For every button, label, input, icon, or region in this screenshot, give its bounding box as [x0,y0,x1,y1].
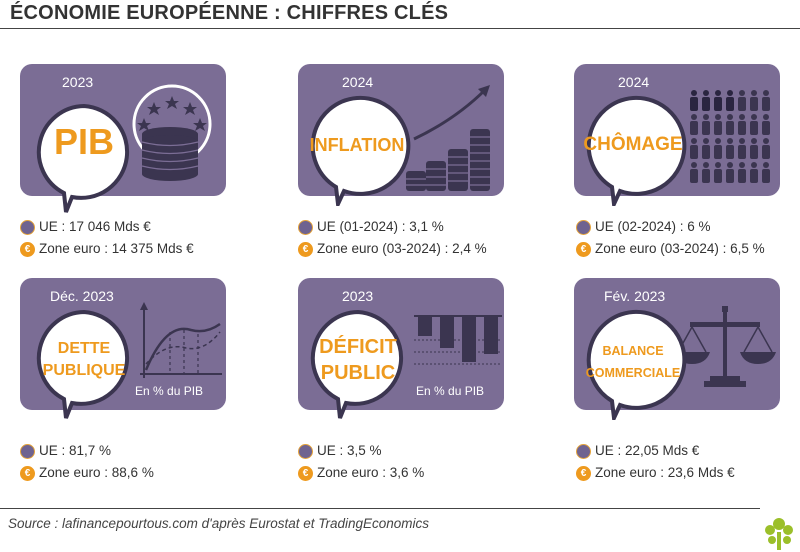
stat-ez: Zone euro (03-2024) : 2,4 % [317,241,487,256]
page-title: ÉCONOMIE EUROPÉENNE : CHIFFRES CLÉS [10,2,449,24]
eu-flag-icon [20,219,35,235]
card-period: 2024 [618,74,650,90]
stat-ez: Zone euro (03-2024) : 6,5 % [595,241,765,256]
curve-graph-icon [140,302,222,378]
stat-ue: UE (01-2024) : 3,1 % [317,219,444,234]
card-label: CHÔMAGE [583,134,683,155]
euro-icon: € [20,241,35,257]
unit-label: En % du PIB [416,384,485,398]
card-period: Déc. 2023 [50,288,114,304]
stat-ue: UE : 3,5 % [317,443,382,458]
euro-icon: € [298,465,313,481]
stat-ue: UE : 22,05 Mds € [595,443,700,458]
card-label: INFLATION [309,135,405,155]
negative-bars-icon [414,315,502,365]
stat-ez: Zone euro : 88,6 % [39,465,154,480]
eu-flag-icon [298,219,313,235]
unit-label: En % du PIB [135,384,204,398]
euro-icon: € [576,241,591,257]
label-bubble [586,95,687,206]
card-label: BALANCE COMMERCIALE [585,344,681,380]
stats-public-deficit: UE : 3,5 % € Zone euro : 3,6 % [298,440,424,484]
stat-ue: UE : 17 046 Mds € [39,219,151,234]
label-bubble [310,95,411,206]
eu-flag-icon [20,443,35,459]
stats-trade-balance: UE : 22,05 Mds € € Zone euro : 23,6 Mds € [576,440,735,484]
card-label: DÉFICIT PUBLIC [319,336,397,384]
stats-inflation: UE (01-2024) : 3,1 % € Zone euro (03-2024… [298,216,487,260]
stat-ez: Zone euro : 14 375 Mds € [39,241,194,256]
card-label: PIB [53,121,114,162]
rising-coins-icon [406,85,490,191]
title-divider [0,28,800,29]
card-period: 2023 [62,74,94,90]
card-public-deficit: 2023 En % du PIB DÉFICIT PUBLIC [298,278,504,419]
eu-flag-icon [576,219,591,235]
euro-icon: € [20,465,35,481]
euro-icon: € [576,465,591,481]
stat-ue: UE (02-2024) : 6 % [595,219,711,234]
label-bubble [310,309,404,419]
label-bubble [36,309,130,419]
stat-ez: Zone euro : 3,6 % [317,465,425,480]
card-trade-balance: Fév. 2023 BALANCE COMMERCIALE [574,278,780,420]
label-bubble [36,103,130,213]
card-gdp: 2023 PIB [20,64,226,213]
card-period: 2023 [342,288,374,304]
card-label: DETTE PUBLIQUE [42,340,126,379]
stat-ez: Zone euro : 23,6 Mds € [595,465,735,480]
scales-icon [674,306,776,387]
stats-gdp: UE : 17 046 Mds € € Zone euro : 14 375 Md… [20,216,194,260]
eu-flag-icon [576,443,591,459]
footer-divider [0,508,760,509]
stats-unemployment: UE (02-2024) : 6 % € Zone euro (03-2024) … [576,216,765,260]
card-public-debt: Déc. 2023 En % du PIB DETTE PUBLIQUE [20,278,226,419]
stats-public-debt: UE : 81,7 % € Zone euro : 88,6 % [20,440,154,484]
label-bubble [586,309,687,420]
eu-flag-icon [298,443,313,459]
card-inflation: 2024 INFLATION [298,64,504,206]
card-period: 2024 [342,74,374,90]
coins-eu-stars-icon [132,84,212,181]
source-note: Source : lafinancepourtous.com d'après E… [8,516,430,531]
card-unemployment: 2024 CHÔMAGE [574,64,780,206]
stat-ue: UE : 81,7 % [39,443,112,458]
tree-logo-icon [765,518,793,550]
people-grid-icon [690,90,770,183]
euro-icon: € [298,241,313,257]
card-period: Fév. 2023 [604,288,666,304]
